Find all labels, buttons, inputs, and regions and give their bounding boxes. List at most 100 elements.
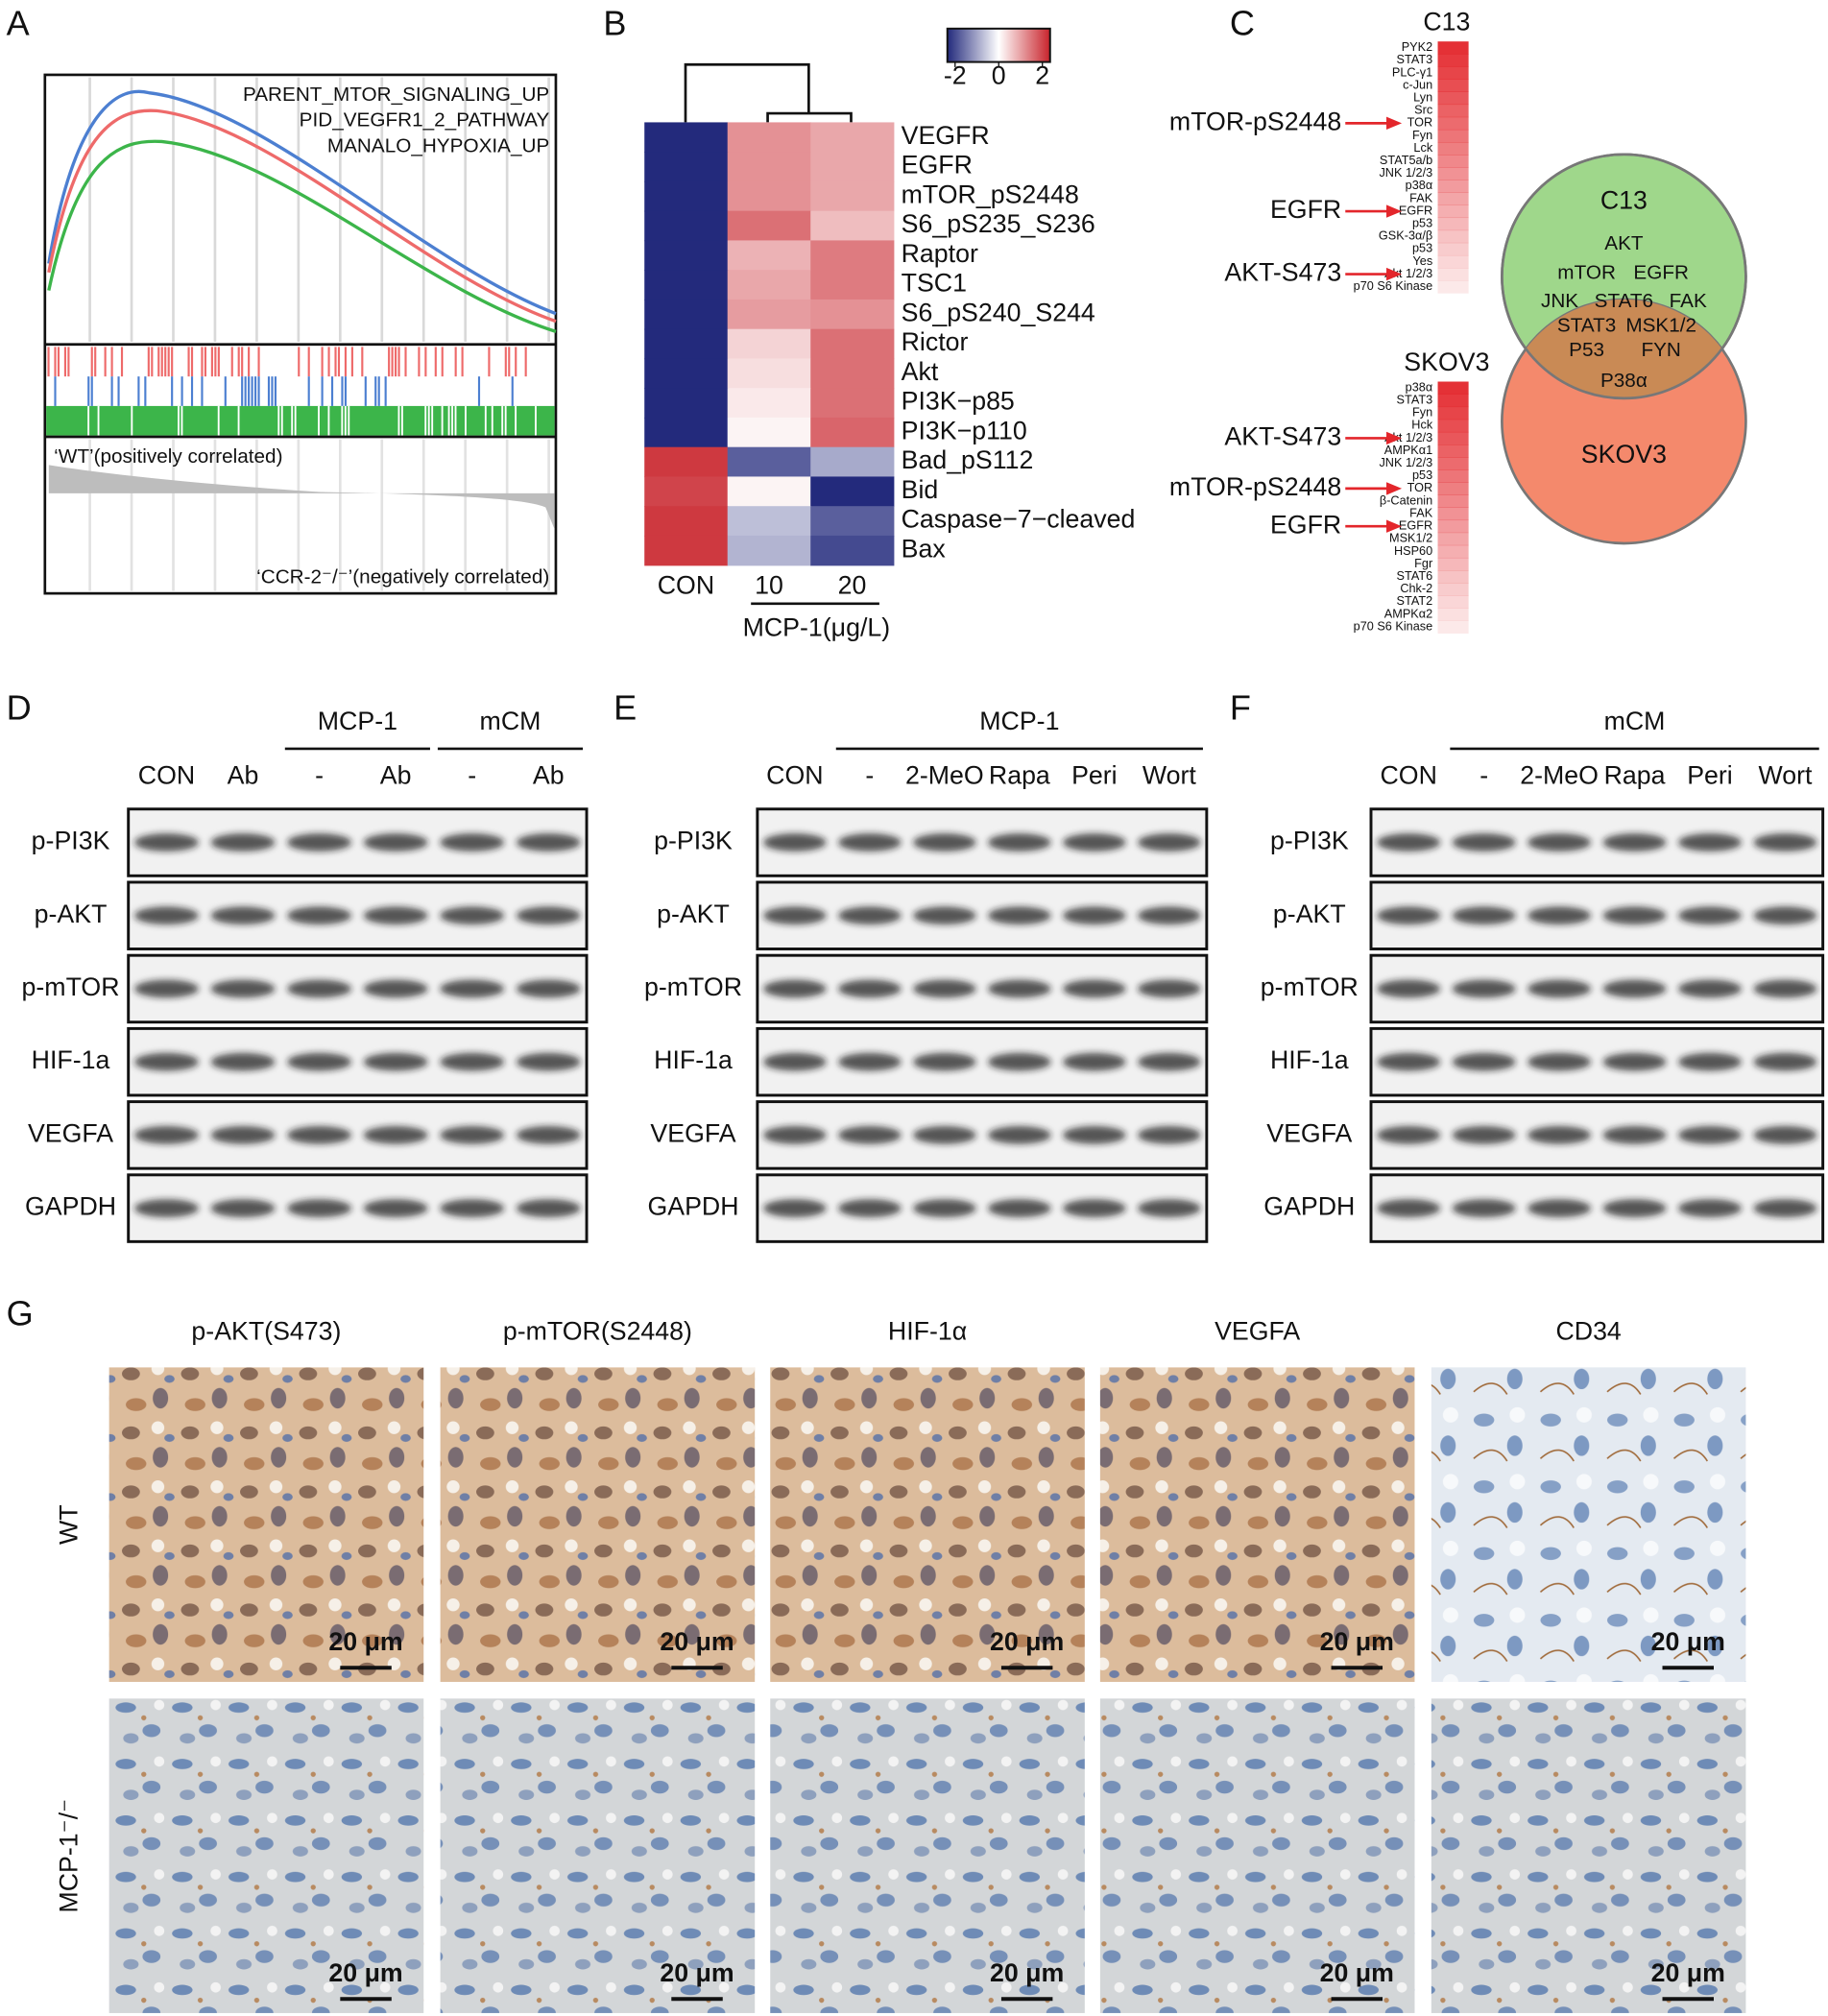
band — [134, 1199, 199, 1217]
array-cell — [1437, 204, 1469, 219]
band — [1527, 1052, 1592, 1071]
barcode-gap — [431, 405, 434, 436]
array-item: STAT6 — [1397, 569, 1433, 583]
barcode-tick — [515, 347, 517, 377]
barcode-tick — [90, 376, 93, 406]
array-cell — [1437, 66, 1469, 80]
array-item: p38α — [1406, 179, 1433, 192]
band — [1063, 833, 1126, 852]
heatmap-cell — [644, 270, 729, 300]
barcode-gap — [344, 405, 347, 436]
band — [1063, 1126, 1126, 1144]
column-title: HIF-1α — [888, 1316, 967, 1345]
barcode-tick — [334, 347, 337, 377]
band — [913, 1126, 976, 1144]
array-cell — [1437, 268, 1469, 281]
barcode-tick — [350, 347, 353, 377]
arrow-head — [1386, 116, 1403, 131]
row-label: mTOR_pS2448 — [902, 180, 1079, 208]
barcode-tick — [57, 347, 60, 377]
array-cell — [1437, 419, 1469, 433]
array-item: JNK 1/2/3 — [1379, 166, 1432, 180]
barcode-tick — [271, 376, 274, 406]
barcode-tick — [110, 347, 113, 377]
array-item: p53 — [1412, 468, 1432, 482]
band — [1138, 906, 1201, 925]
positive-label: ‘WT’(positively correlated) — [54, 445, 282, 468]
band — [1753, 1126, 1817, 1144]
barcode-tick — [137, 376, 140, 406]
venn-set: SKOV3 — [1581, 440, 1667, 468]
band — [363, 833, 428, 852]
row-label: TSC1 — [902, 269, 967, 298]
group-label: mCM — [480, 707, 541, 735]
ihc-image — [770, 1698, 1085, 2013]
band — [763, 1126, 827, 1144]
array-item: p53 — [1412, 242, 1432, 255]
lane-label: - — [315, 760, 324, 789]
row-label: GAPDH — [25, 1192, 116, 1221]
column-title: p-AKT(S473) — [191, 1316, 341, 1345]
heatmap-cell — [644, 476, 729, 507]
barcode-tick — [104, 347, 107, 377]
barcode-gap — [291, 405, 294, 436]
array-cell — [1437, 192, 1469, 205]
barcode-tick — [171, 376, 174, 406]
band — [516, 1199, 581, 1217]
array-cell — [1437, 406, 1469, 420]
barcode-tick — [251, 376, 253, 406]
band — [1452, 833, 1516, 852]
array-cell — [1437, 532, 1469, 546]
band — [913, 1199, 976, 1217]
band — [913, 833, 976, 852]
barcode-tick — [274, 376, 277, 406]
band — [516, 906, 581, 925]
array-cell — [1437, 394, 1469, 408]
band — [838, 906, 902, 925]
barcode-tick — [190, 376, 194, 406]
array-item: Fgr — [1414, 557, 1433, 570]
barcode-tick — [237, 347, 240, 377]
band — [1602, 1126, 1667, 1144]
band — [763, 833, 827, 852]
heatmap-cell — [644, 446, 729, 478]
column-label: 20 — [838, 571, 867, 600]
band — [988, 1199, 1051, 1217]
barcode-tick — [337, 347, 341, 377]
barcode-tick — [404, 347, 407, 377]
barcode-gap — [447, 405, 450, 436]
array-cell — [1437, 557, 1469, 571]
row-label: WT — [55, 1504, 84, 1545]
arrow-label: mTOR-pS2448 — [1169, 472, 1341, 501]
barcode-tick — [217, 347, 220, 377]
es-curve — [47, 139, 557, 333]
heatmap-cell — [727, 328, 811, 360]
row-label: MCP-1⁻/⁻ — [55, 1799, 84, 1913]
array-item: β-Catenin — [1380, 493, 1432, 507]
array-cell — [1437, 217, 1469, 231]
band — [440, 979, 505, 998]
group-label: mCM — [1604, 707, 1666, 735]
array-title: C13 — [1423, 8, 1470, 36]
barcode-tick — [144, 376, 147, 406]
row-label: Bid — [902, 475, 939, 504]
band — [440, 833, 505, 852]
barcode-gap — [451, 405, 453, 436]
row-label: p-mTOR — [22, 972, 120, 1001]
heatmap-cell — [727, 446, 811, 478]
band — [210, 979, 276, 998]
band — [1602, 906, 1667, 925]
band — [1377, 906, 1441, 925]
barcode-tick — [214, 347, 217, 377]
barcode-gap — [400, 405, 403, 436]
colorbar — [946, 27, 1051, 63]
venn-item: JNK — [1541, 290, 1578, 312]
band — [913, 1052, 976, 1071]
gsea-grid — [88, 77, 550, 591]
ihc-image — [1431, 1367, 1746, 1682]
barcode-gap — [397, 405, 400, 436]
venn-outline — [1501, 153, 1747, 400]
array-cell — [1437, 620, 1469, 634]
blot-strip — [1369, 880, 1825, 950]
